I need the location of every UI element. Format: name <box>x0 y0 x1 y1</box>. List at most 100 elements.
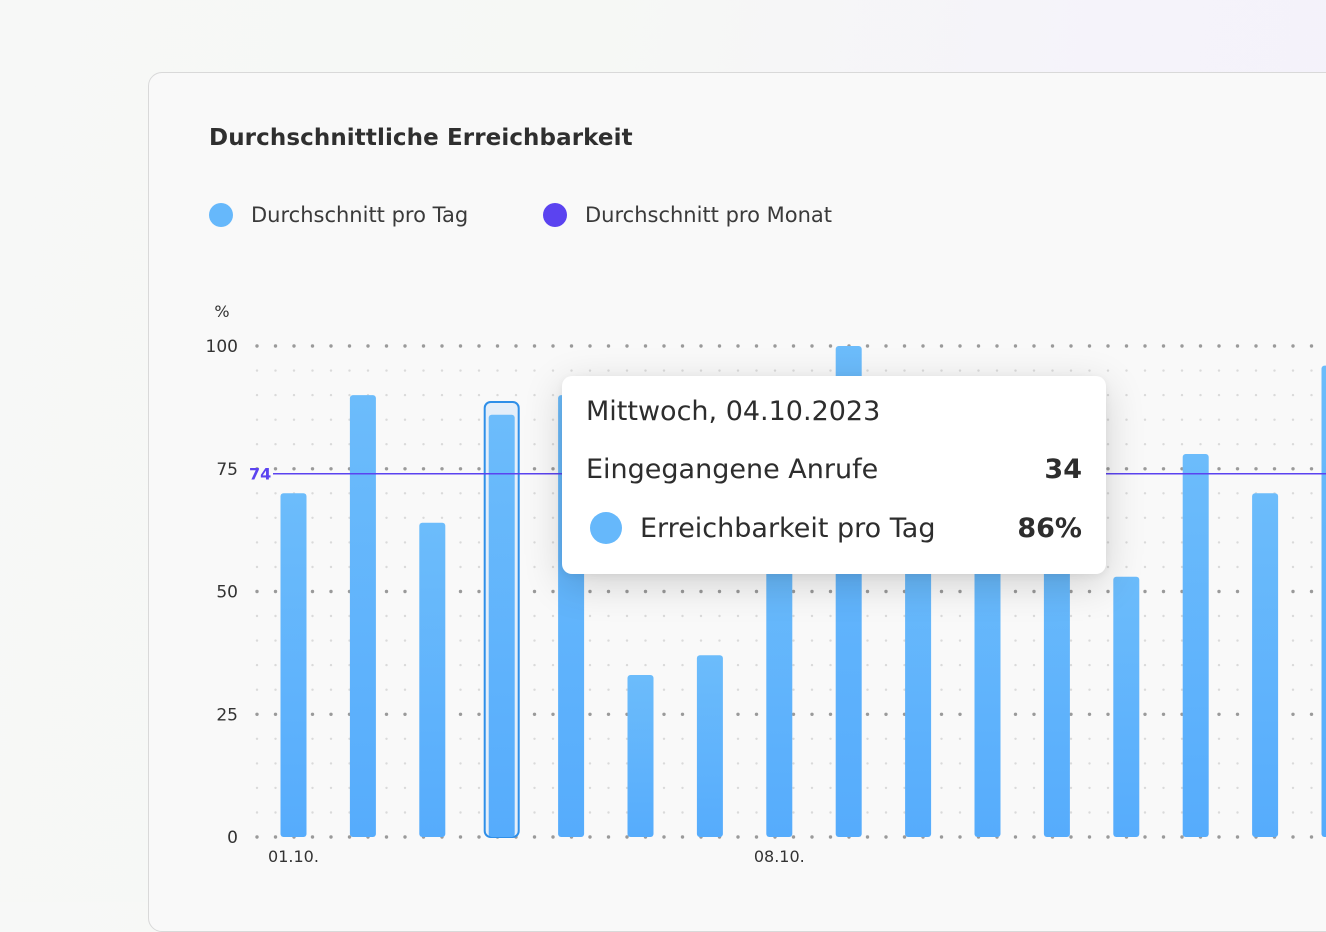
major-grid-dot <box>255 590 258 593</box>
major-grid-dot <box>1217 344 1220 347</box>
major-grid-dot <box>699 590 702 593</box>
minor-grid-dot <box>1125 541 1127 543</box>
major-grid-dot <box>1143 713 1146 716</box>
minor-grid-dot <box>256 492 258 494</box>
minor-grid-dot <box>811 664 813 666</box>
minor-grid-dot <box>589 639 591 641</box>
minor-grid-dot <box>1125 492 1127 494</box>
minor-grid-dot <box>792 664 794 666</box>
minor-grid-dot <box>1292 369 1294 371</box>
major-grid-dot <box>662 590 665 593</box>
major-grid-dot <box>533 713 536 716</box>
bar[interactable] <box>419 523 445 837</box>
major-grid-dot <box>662 835 665 838</box>
bar[interactable] <box>1322 366 1326 837</box>
minor-grid-dot <box>607 787 609 789</box>
tooltip-rate-row: Erreichbarkeit pro Tag 86% <box>586 512 1082 544</box>
minor-grid-dot <box>533 492 535 494</box>
major-grid-dot <box>1310 344 1313 347</box>
tooltip-calls-value: 34 <box>1044 454 1082 485</box>
minor-grid-dot <box>1310 664 1312 666</box>
minor-grid-dot <box>1310 689 1312 691</box>
minor-grid-dot <box>829 639 831 641</box>
minor-grid-dot <box>811 811 813 813</box>
minor-grid-dot <box>459 639 461 641</box>
major-grid-dot <box>1143 590 1146 593</box>
major-grid-dot <box>810 713 813 716</box>
major-grid-dot <box>1106 344 1109 347</box>
minor-grid-dot <box>644 664 646 666</box>
bar[interactable] <box>1252 493 1278 837</box>
major-grid-dot <box>736 344 739 347</box>
major-grid-dot <box>810 344 813 347</box>
minor-grid-dot <box>737 762 739 764</box>
major-grid-dot <box>292 467 295 470</box>
minor-grid-dot <box>552 492 554 494</box>
major-grid-dot <box>736 835 739 838</box>
major-grid-dot <box>329 835 332 838</box>
minor-grid-dot <box>811 615 813 617</box>
minor-grid-dot <box>737 615 739 617</box>
minor-grid-dot <box>404 492 406 494</box>
minor-grid-dot <box>1088 369 1090 371</box>
minor-grid-dot <box>1070 689 1072 691</box>
minor-grid-dot <box>903 369 905 371</box>
minor-grid-dot <box>885 639 887 641</box>
minor-grid-dot <box>422 419 424 421</box>
y-tick-label: 75 <box>216 460 238 480</box>
major-grid-dot <box>496 344 499 347</box>
minor-grid-dot <box>274 762 276 764</box>
bar[interactable] <box>697 655 723 837</box>
minor-grid-dot <box>737 738 739 740</box>
bar[interactable] <box>766 528 792 837</box>
minor-grid-dot <box>478 443 480 445</box>
minor-grid-dot <box>330 541 332 543</box>
bar[interactable] <box>1183 454 1209 837</box>
minor-grid-dot <box>1218 541 1220 543</box>
minor-grid-dot <box>478 811 480 813</box>
minor-grid-dot <box>829 811 831 813</box>
major-grid-dot <box>1106 467 1109 470</box>
tooltip-calls-label: Eingegangene Anrufe <box>586 454 878 485</box>
bar[interactable] <box>281 493 307 837</box>
minor-grid-dot <box>515 369 517 371</box>
minor-grid-dot <box>1162 762 1164 764</box>
bar[interactable] <box>1113 577 1139 837</box>
bar[interactable] <box>628 675 654 837</box>
major-grid-dot <box>1143 835 1146 838</box>
minor-grid-dot <box>626 615 628 617</box>
minor-grid-dot <box>274 517 276 519</box>
major-grid-dot <box>866 590 869 593</box>
minor-grid-dot <box>1292 492 1294 494</box>
major-grid-dot <box>1217 835 1220 838</box>
minor-grid-dot <box>1070 811 1072 813</box>
minor-grid-dot <box>700 639 702 641</box>
minor-grid-dot <box>1125 369 1127 371</box>
minor-grid-dot <box>1033 738 1035 740</box>
bar[interactable] <box>350 395 376 837</box>
minor-grid-dot <box>1310 811 1312 813</box>
minor-grid-dot <box>385 787 387 789</box>
major-grid-dot <box>1273 344 1276 347</box>
major-grid-dot <box>1254 467 1257 470</box>
major-grid-dot <box>329 590 332 593</box>
minor-grid-dot <box>459 517 461 519</box>
major-grid-dot <box>385 590 388 593</box>
minor-grid-dot <box>755 811 757 813</box>
minor-grid-dot <box>1125 419 1127 421</box>
major-grid-dot <box>662 713 665 716</box>
minor-grid-dot <box>256 689 258 691</box>
minor-grid-dot <box>1033 787 1035 789</box>
minor-grid-dot <box>959 762 961 764</box>
minor-grid-dot <box>1014 664 1016 666</box>
major-grid-dot <box>551 467 554 470</box>
bar[interactable] <box>489 415 515 837</box>
minor-grid-dot <box>1218 419 1220 421</box>
minor-grid-dot <box>1292 738 1294 740</box>
minor-grid-dot <box>1162 689 1164 691</box>
minor-grid-dot <box>866 811 868 813</box>
minor-grid-dot <box>478 419 480 421</box>
minor-grid-dot <box>330 639 332 641</box>
major-grid-dot <box>1106 835 1109 838</box>
minor-grid-dot <box>1218 443 1220 445</box>
